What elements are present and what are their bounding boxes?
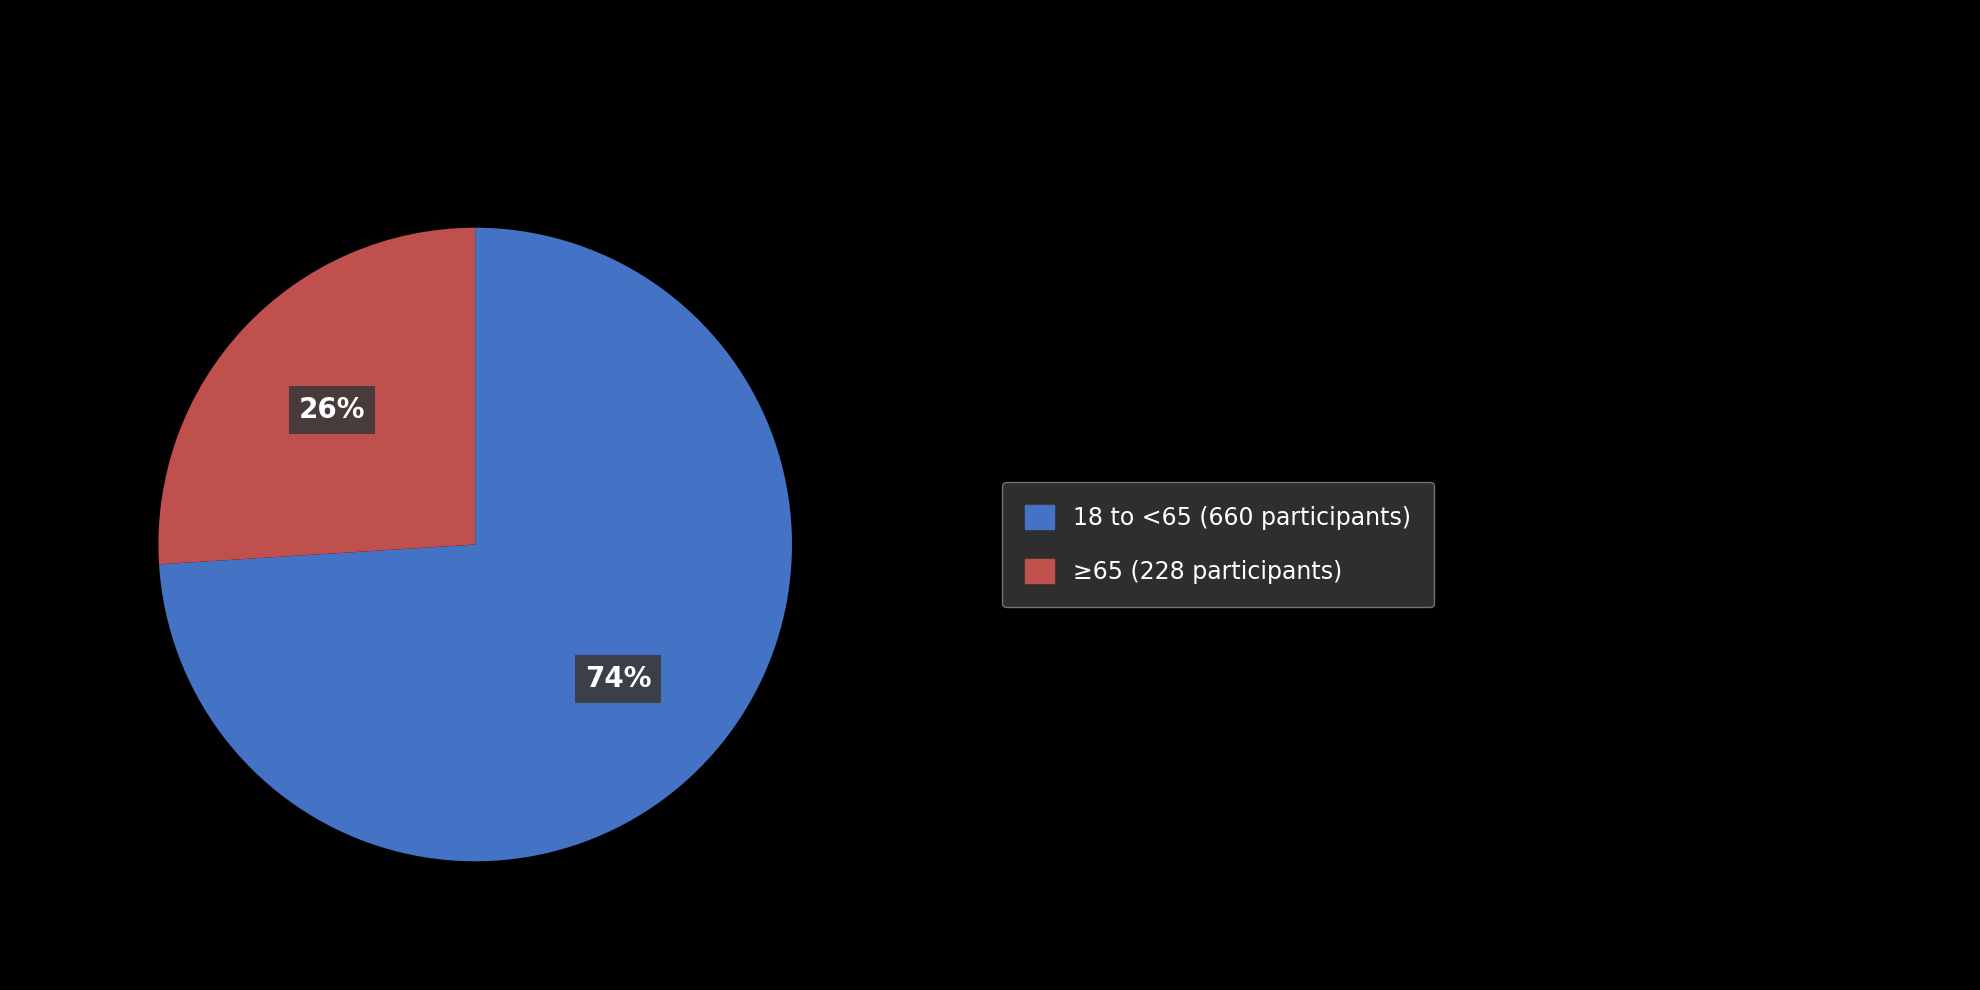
Wedge shape xyxy=(158,228,475,564)
Text: 26%: 26% xyxy=(299,396,364,424)
Wedge shape xyxy=(158,228,792,861)
Text: 74%: 74% xyxy=(586,665,651,693)
Legend: 18 to <65 (660 participants), ≥65 (228 participants): 18 to <65 (660 participants), ≥65 (228 p… xyxy=(1002,482,1434,607)
